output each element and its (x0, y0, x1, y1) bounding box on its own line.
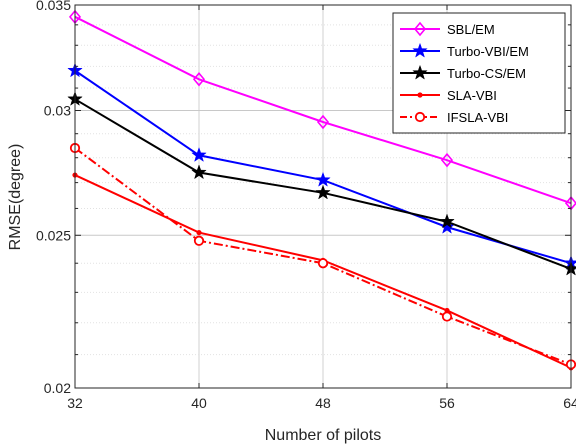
legend-marker (413, 21, 427, 37)
legend-item: IFSLA-VBI (400, 110, 508, 125)
data-point (191, 164, 207, 180)
legend-marker (412, 42, 428, 58)
y-tick-label: 0.03 (44, 103, 71, 119)
series-line (74, 15, 572, 205)
legend-item: SLA-VBI (400, 88, 497, 103)
legend-marker (412, 64, 428, 80)
legend-item: SBL/EM (400, 21, 495, 37)
legend-label: IFSLA-VBI (447, 110, 508, 125)
x-axis-label: Number of pilots (265, 427, 382, 444)
y-tick-label: 0.02 (44, 380, 71, 396)
legend-label: SBL/EM (447, 22, 495, 37)
y-axis-label: RMSE(degree) (7, 144, 24, 251)
legend: SBL/EM Turbo-VBI/EM Turbo-CS/EM SLA-VBI IFSL… (392, 12, 566, 134)
y-tick-label: 0.035 (36, 0, 71, 13)
legend-label: Turbo-VBI/EM (447, 44, 529, 59)
series-turbo-vbi-em (67, 62, 576, 270)
data-point (317, 258, 329, 269)
data-point (193, 235, 205, 246)
x-tick-label: 40 (191, 395, 207, 411)
y-tick-label: 0.025 (36, 227, 71, 243)
legend-item: Turbo-CS/EM (400, 64, 526, 81)
legend-item: Turbo-VBI/EM (400, 42, 529, 59)
x-tick-label: 64 (563, 395, 576, 411)
data-point (196, 229, 202, 236)
legend-label: SLA-VBI (447, 88, 497, 103)
series-ifsla-vbi (69, 142, 576, 370)
legend-marker (417, 92, 423, 98)
axis-ticks: 32 40 48 56 64 0.02 0.025 0.03 0.035 (36, 0, 576, 411)
data-point (192, 72, 206, 87)
x-tick-label: 32 (67, 395, 83, 411)
data-point (315, 171, 331, 187)
data-point (440, 152, 454, 168)
data-point (315, 184, 331, 200)
data-point (439, 213, 455, 229)
x-tick-label: 48 (315, 395, 331, 411)
legend-label: Turbo-CS/EM (447, 66, 526, 81)
data-point (441, 311, 453, 322)
legend-marker (414, 111, 426, 123)
data-point (316, 114, 330, 130)
data-point (191, 147, 207, 162)
x-tick-label: 56 (439, 395, 455, 411)
